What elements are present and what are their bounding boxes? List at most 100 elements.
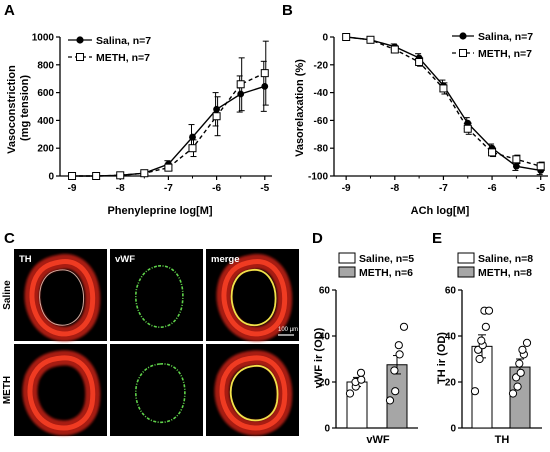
micrograph-label-th: TH	[19, 254, 32, 265]
chart-a-y-tick-label: 1000	[32, 33, 55, 44]
chart-a-legend: Salina, n=7 METH, n=7	[68, 35, 151, 64]
legend-b-meth: METH, n=7	[478, 48, 532, 60]
chart-a-series-1-point	[140, 169, 149, 178]
chart-b-ylabel: Vasorelaxation (%)	[294, 59, 306, 157]
chart-b-axes: 0 -20 -40 -60 -80 -100 -9 -8 -7 -6 -5	[308, 33, 548, 194]
micrograph-saline-vwf: vWF	[110, 249, 203, 341]
legend-a-saline: Salina, n=7	[96, 35, 151, 47]
chart-b-legend: Salina, n=7 METH, n=7	[452, 31, 533, 60]
chart-a-series	[68, 40, 269, 180]
chart-a-x-tick-label: -8	[116, 183, 125, 194]
chart-e-y-tick-label: 20	[445, 378, 457, 389]
chart-b-y-tick-label: -40	[314, 88, 329, 99]
panel-letter-b: B	[282, 2, 293, 19]
chart-a-series-1-point	[188, 144, 197, 153]
chart-a-ylabel-line2: (mg tension)	[19, 75, 31, 141]
chart-e-legend: Saline, n=8 METH, n=8	[457, 252, 533, 279]
legend-e-saline: Saline, n=8	[478, 253, 533, 265]
panel-letter-c: C	[4, 230, 15, 247]
chart-a-xlabel: Phenyleprine log[M]	[107, 205, 212, 217]
chart-a: 0 200 400 600 800 1000 -9 -8 -7 -6 -5 Phenyleprine…	[6, 33, 272, 217]
legend-a-circle-marker	[76, 36, 84, 44]
chart-a-series-1-point	[116, 171, 125, 180]
chart-d-bar-0-point	[345, 389, 355, 398]
chart-b-x-tick-label: -7	[439, 183, 448, 194]
chart-e: 0 20 40 60 TH TH ir (OD) Saline, n=8 METH, …	[436, 252, 542, 446]
chart-e-y-tick-label: 40	[445, 332, 457, 343]
chart-e-bar-1-point	[518, 345, 527, 354]
chart-d-y-tick-label: 0	[324, 424, 330, 435]
chart-b: 0 -20 -40 -60 -80 -100 -9 -8 -7 -6 -5 ACh log[M] V…	[294, 31, 548, 217]
chart-e-bar-1-point	[516, 368, 525, 377]
chart-d-y-tick-label: 20	[319, 378, 331, 389]
chart-e-bar-0-point	[484, 306, 494, 315]
chart-a-series-0-point	[237, 90, 245, 98]
micrograph-meth-th	[14, 344, 107, 436]
chart-e-y-tick-label: 0	[450, 424, 456, 435]
chart-d-legend: Saline, n=5 METH, n=6	[338, 252, 414, 279]
chart-a-series-0-point	[189, 133, 196, 141]
chart-a-series-0-point	[261, 82, 269, 90]
chart-e-bars	[470, 306, 532, 429]
chart-b-x-tick-label: -6	[488, 183, 497, 194]
chart-e-bar-1-point	[513, 382, 522, 391]
chart-b-series-1-point	[415, 58, 424, 67]
chart-b-series-1-point	[512, 155, 521, 164]
chart-a-ylabel: Vasoconstriction (mg tension)	[6, 62, 31, 154]
scale-bar-label: 100 µm	[278, 327, 298, 333]
chart-d-bars	[345, 322, 409, 429]
chart-a-y-tick-label: 200	[37, 144, 54, 155]
legend-a-meth: METH, n=7	[96, 52, 150, 64]
chart-d-bar-0-point	[356, 368, 366, 377]
chart-d-bar-1-point	[394, 341, 403, 350]
legend-d-meth-swatch	[338, 266, 356, 278]
chart-b-series	[342, 33, 545, 176]
chart-e-bar-1-point	[508, 389, 518, 398]
panel-letter-e: E	[432, 230, 442, 247]
chart-d-bar-1-point	[395, 350, 404, 359]
chart-d-bar-0-point	[357, 375, 366, 384]
legend-b-circle-marker	[459, 32, 467, 40]
legend-d-saline-swatch	[338, 252, 356, 264]
legend-b-square-marker	[459, 49, 467, 57]
chart-d-y-tick-label: 60	[319, 286, 331, 297]
legend-a-square-marker	[76, 53, 84, 61]
micrograph-label-vwf: vWF	[115, 254, 135, 265]
chart-e-y-tick-label: 60	[445, 286, 457, 297]
chart-b-series-1-point	[536, 162, 545, 171]
chart-b-xlabel: ACh log[M]	[411, 205, 470, 217]
chart-d-bar-1-point	[399, 322, 409, 331]
chart-b-series-1-point	[488, 148, 497, 157]
chart-b-series-0-point	[512, 162, 520, 170]
chart-e-bar-0-point	[481, 322, 490, 331]
chart-a-x-tick-label: -9	[68, 183, 77, 194]
chart-b-y-tick-label: -20	[314, 60, 329, 71]
chart-a-series-1-point	[68, 172, 77, 180]
chart-a-y-tick-label: 600	[37, 88, 54, 99]
chart-d-bar-1-point	[390, 366, 399, 375]
chart-b-x-tick-label: -8	[390, 183, 399, 194]
chart-e-xlabel: TH	[495, 434, 510, 446]
chart-b-series-1-point	[342, 33, 351, 41]
chart-b-series-1-point	[439, 84, 448, 93]
chart-a-series-1-point	[92, 172, 101, 180]
micrograph-meth-merge	[206, 344, 299, 436]
chart-b-x-tick-label: -9	[342, 183, 351, 194]
chart-d: 0 20 40 60 vWF vWF ir (OD) Saline, n=5 METH…	[313, 252, 418, 446]
chart-a-ylabel-line1: Vasoconstriction	[6, 65, 18, 154]
chart-a-series-1-point	[164, 163, 173, 172]
chart-a-x-tick-label: -5	[260, 183, 269, 194]
legend-e-meth: METH, n=8	[478, 267, 532, 279]
micrograph-saline-th: TH	[14, 249, 107, 342]
legend-e-meth-swatch	[457, 266, 475, 278]
chart-e-bar-0-point	[470, 387, 480, 396]
chart-d-bar-1-point	[391, 387, 400, 396]
chart-a-series-1-point	[260, 69, 269, 78]
legend-b-saline: Salina, n=7	[478, 31, 533, 43]
micrograph-row-meth: METH	[2, 376, 13, 404]
chart-b-y-tick-label: -60	[314, 116, 329, 127]
chart-d-xlabel: vWF	[366, 434, 390, 446]
chart-a-x-tick-label: -7	[164, 183, 173, 194]
legend-d-saline: Saline, n=5	[359, 253, 414, 265]
